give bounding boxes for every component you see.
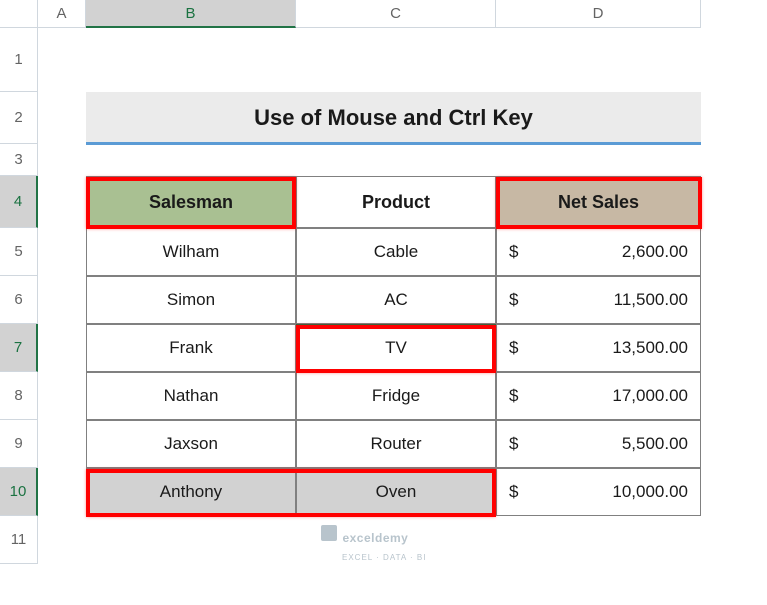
cell-B6[interactable]: Simon bbox=[86, 276, 296, 324]
watermark-icon bbox=[320, 524, 338, 542]
cell-A8[interactable] bbox=[38, 372, 86, 420]
cell-C1[interactable] bbox=[296, 28, 496, 92]
cell-A9[interactable] bbox=[38, 420, 86, 468]
currency-symbol: $ bbox=[509, 434, 518, 454]
cell-A6[interactable] bbox=[38, 276, 86, 324]
cell-A10[interactable] bbox=[38, 468, 86, 516]
row-header-9[interactable]: 9 bbox=[0, 420, 38, 468]
col-header-B[interactable]: B bbox=[86, 0, 296, 28]
cell-D3[interactable] bbox=[496, 144, 701, 176]
cell-A11[interactable] bbox=[38, 516, 86, 564]
header-product[interactable]: Product bbox=[296, 176, 496, 228]
row-header-8[interactable]: 8 bbox=[0, 372, 38, 420]
watermark-brand: exceldemy bbox=[342, 531, 408, 545]
cell-A7[interactable] bbox=[38, 324, 86, 372]
amount: 17,000.00 bbox=[518, 386, 688, 406]
cell-A5[interactable] bbox=[38, 228, 86, 276]
cell-D6[interactable]: $11,500.00 bbox=[496, 276, 701, 324]
cell-B3[interactable] bbox=[86, 144, 296, 176]
cell-C10[interactable]: Oven bbox=[296, 468, 496, 516]
amount: 10,000.00 bbox=[518, 482, 688, 502]
cell-B7[interactable]: Frank bbox=[86, 324, 296, 372]
row-header-1[interactable]: 1 bbox=[0, 28, 38, 92]
cell-B8[interactable]: Nathan bbox=[86, 372, 296, 420]
currency-symbol: $ bbox=[509, 386, 518, 406]
cell-D11[interactable] bbox=[496, 516, 701, 564]
cell-C3[interactable] bbox=[296, 144, 496, 176]
col-header-D[interactable]: D bbox=[496, 0, 701, 28]
cell-B1[interactable] bbox=[86, 28, 296, 92]
cell-A2[interactable] bbox=[38, 92, 86, 144]
watermark-tag: EXCEL · DATA · BI bbox=[342, 553, 426, 562]
row-header-2[interactable]: 2 bbox=[0, 92, 38, 144]
cell-B9[interactable]: Jaxson bbox=[86, 420, 296, 468]
row-header-5[interactable]: 5 bbox=[0, 228, 38, 276]
cell-C5[interactable]: Cable bbox=[296, 228, 496, 276]
col-header-A[interactable]: A bbox=[38, 0, 86, 28]
row-header-11[interactable]: 11 bbox=[0, 516, 38, 564]
cell-B5[interactable]: Wilham bbox=[86, 228, 296, 276]
cell-D5[interactable]: $2,600.00 bbox=[496, 228, 701, 276]
cell-A3[interactable] bbox=[38, 144, 86, 176]
cell-D10[interactable]: $10,000.00 bbox=[496, 468, 701, 516]
cell-D9[interactable]: $5,500.00 bbox=[496, 420, 701, 468]
amount: 5,500.00 bbox=[518, 434, 688, 454]
col-header-C[interactable]: C bbox=[296, 0, 496, 28]
cell-C6[interactable]: AC bbox=[296, 276, 496, 324]
currency-symbol: $ bbox=[509, 338, 518, 358]
spreadsheet-view: ABCD 12 Use of Mouse and Ctrl Key 34 Salesma… bbox=[0, 0, 767, 605]
row-header-7[interactable]: 7 bbox=[0, 324, 38, 372]
cell-A4[interactable] bbox=[38, 176, 86, 228]
cell-B11[interactable] bbox=[86, 516, 296, 564]
row-header-10[interactable]: 10 bbox=[0, 468, 38, 516]
cell-C8[interactable]: Fridge bbox=[296, 372, 496, 420]
cell-C7[interactable]: TV bbox=[296, 324, 496, 372]
header-salesman[interactable]: Salesman bbox=[86, 176, 296, 228]
amount: 11,500.00 bbox=[518, 290, 688, 310]
row-header-6[interactable]: 6 bbox=[0, 276, 38, 324]
cell-D8[interactable]: $17,000.00 bbox=[496, 372, 701, 420]
cell-D7[interactable]: $13,500.00 bbox=[496, 324, 701, 372]
currency-symbol: $ bbox=[509, 242, 518, 262]
select-all-corner[interactable] bbox=[0, 0, 38, 28]
grid[interactable]: ABCD 12 Use of Mouse and Ctrl Key 34 Salesma… bbox=[0, 0, 767, 605]
cell-B10[interactable]: Anthony bbox=[86, 468, 296, 516]
currency-symbol: $ bbox=[509, 290, 518, 310]
amount: 2,600.00 bbox=[518, 242, 688, 262]
cell-C9[interactable]: Router bbox=[296, 420, 496, 468]
cell-D1[interactable] bbox=[496, 28, 701, 92]
amount: 13,500.00 bbox=[518, 338, 688, 358]
header-netsales[interactable]: Net Sales bbox=[496, 176, 701, 228]
row-header-3[interactable]: 3 bbox=[0, 144, 38, 176]
row-header-4[interactable]: 4 bbox=[0, 176, 38, 228]
title-cell: Use of Mouse and Ctrl Key bbox=[86, 92, 701, 144]
watermark: exceldemy EXCEL · DATA · BI bbox=[320, 524, 426, 565]
cell-A1[interactable] bbox=[38, 28, 86, 92]
currency-symbol: $ bbox=[509, 482, 518, 502]
